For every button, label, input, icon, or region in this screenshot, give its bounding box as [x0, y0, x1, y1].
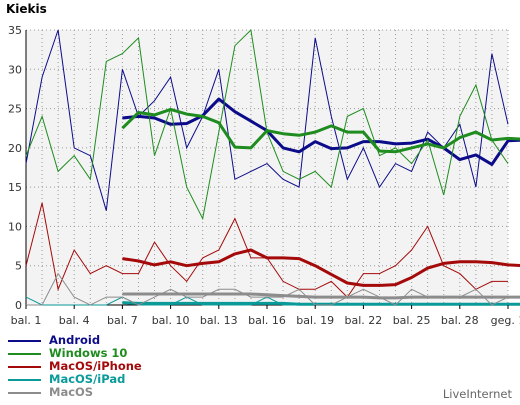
- legend-label: MacOS/iPhone: [49, 359, 142, 373]
- series-trend-macos: [122, 292, 520, 300]
- x-tick-label: bal. 4: [59, 314, 90, 327]
- y-tick-label: 15: [8, 181, 22, 194]
- y-tick-label: 10: [8, 220, 22, 233]
- x-tick-label: bal. 10: [152, 314, 190, 327]
- x-tick-label: bal. 22: [345, 314, 383, 327]
- y-tick-label: 5: [15, 260, 22, 273]
- x-tick-label: geg. 1: [491, 314, 520, 327]
- y-tick-label: 0: [15, 299, 22, 312]
- x-tick-label: bal. 25: [393, 314, 431, 327]
- chart-legend: Android Windows 10 MacOS/iPhone MacOS/iPad M…: [8, 334, 142, 399]
- x-tick-label: bal. 1: [11, 314, 42, 327]
- legend-label: MacOS: [49, 385, 94, 399]
- y-tick-label: 25: [8, 103, 22, 116]
- legend-item[interactable]: MacOS: [8, 386, 142, 399]
- series-macos: [26, 272, 520, 306]
- legend-swatch: [8, 365, 41, 368]
- x-tick-label: bal. 19: [296, 314, 334, 327]
- chart-title: Kiekis: [6, 2, 47, 16]
- liveinternet-credit[interactable]: LiveInternet: [442, 387, 512, 401]
- series-trend-windows-10: [121, 107, 520, 154]
- legend-item[interactable]: MacOS/iPhone: [8, 360, 142, 373]
- legend-item[interactable]: MacOS/iPad: [8, 373, 142, 386]
- x-tick-label: bal. 16: [248, 314, 286, 327]
- series-trend-macos-iphone: [122, 248, 520, 287]
- legend-swatch: [8, 339, 41, 342]
- series-trend-macos-ipad: [122, 301, 520, 306]
- series-windows-10: [25, 28, 520, 221]
- series-macos-iphone: [25, 202, 520, 298]
- legend-swatch: [8, 391, 41, 394]
- legend-item[interactable]: Windows 10: [8, 347, 142, 360]
- series-android: [25, 29, 520, 211]
- legend-swatch: [8, 352, 41, 355]
- series-trend-android: [122, 97, 520, 166]
- legend-item[interactable]: Android: [8, 334, 142, 347]
- y-tick-label: 35: [8, 24, 22, 37]
- x-tick-label: bal. 28: [441, 314, 479, 327]
- y-tick-label: 30: [8, 63, 22, 76]
- x-tick-label: bal. 13: [200, 314, 238, 327]
- series-line-android: [25, 29, 509, 211]
- legend-label: Windows 10: [49, 346, 128, 360]
- legend-swatch: [8, 378, 41, 381]
- x-tick-label: bal. 7: [107, 314, 138, 327]
- legend-label: Android: [49, 333, 101, 347]
- legend-label: MacOS/iPad: [49, 372, 126, 386]
- y-tick-label: 20: [8, 142, 22, 155]
